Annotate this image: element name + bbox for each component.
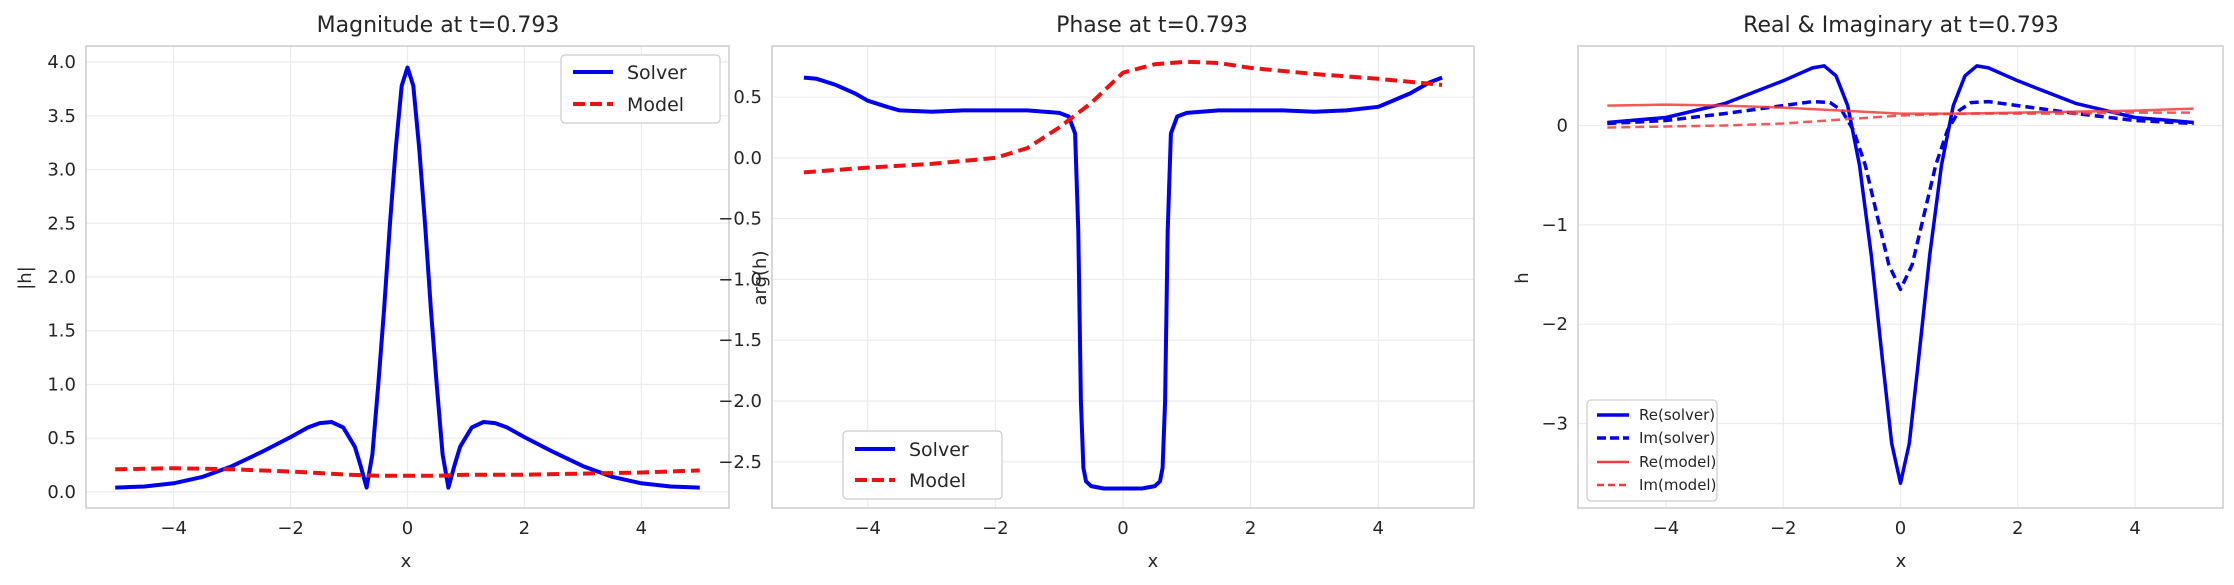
y-tick-label: −1 [1541,215,1568,236]
series-lines [1607,64,2194,485]
y-tick-label: 3.5 [47,106,76,127]
chart-title: Phase at t=0.793 [1056,13,1248,38]
chart-title: Magnitude at t=0.793 [317,13,560,38]
grid [86,46,729,508]
x-tick-label: 4 [636,518,647,539]
panel-real-imag: Real & Imaginary at t=0.793 x h −4 −2 0 2 4−… [1512,13,2224,572]
x-tick-label: −4 [854,518,881,539]
x-tick-label: −2 [277,518,304,539]
y-tick-label: −1.0 [718,269,762,290]
y-tick-label: 2.0 [47,267,76,288]
y-tick-label: 4.0 [47,52,76,73]
legend: Solver Model [842,430,1003,500]
y-tick-label: −2 [1541,314,1568,335]
plot-frame [771,45,1475,509]
x-tick-label: 4 [1373,518,1384,539]
legend-label-re-model: Re(model) [1639,453,1716,471]
x-tick-label: −2 [982,518,1009,539]
x-tick-label: 0 [1117,518,1128,539]
legend: Solver Model [560,54,721,124]
chart-title: Real & Imaginary at t=0.793 [1743,13,2059,38]
x-tick-label: 0 [402,518,413,539]
legend-label-solver: Solver [627,62,687,84]
series-line-re-model [1607,103,2194,115]
x-tick-label: 2 [1245,518,1256,539]
series-lines [803,59,1443,491]
y-tick-label: 3.0 [47,160,76,181]
plot-frame [1577,45,2224,509]
y-tick-label: −0.5 [718,209,762,230]
legend-label-model: Model [627,94,684,116]
y-axis-label: |h| [15,266,36,290]
tick-labels: −4 −2 0 2 4 −2.5 −2.0 −1.5 −1.0 −0.5 0.0 0.5 [718,87,1384,539]
x-tick-label: −2 [1770,518,1797,539]
x-tick-label: 4 [2129,518,2140,539]
x-tick-label: −4 [160,518,187,539]
legend-label-re-solver: Re(solver) [1639,406,1715,424]
tick-labels: −4 −2 0 2 4 −3 −2 −1 0 [1541,115,2140,539]
y-tick-label: −1.5 [718,330,762,351]
y-axis-label: arg(h) [750,251,771,306]
y-tick-label: −2.0 [718,391,762,412]
x-axis-label: x [401,551,412,572]
y-tick-label: 0.0 [733,148,762,169]
series-line-model [115,466,700,478]
legend-label-im-model: Im(model) [1639,476,1716,494]
y-tick-label: −3 [1541,414,1568,435]
x-axis-label: x [1148,551,1159,572]
y-tick-label: 1.0 [47,374,76,395]
panel-phase: Phase at t=0.793 x arg(h) −4 −2 0 2 4 −2.5 −2.… [718,13,1475,572]
series-line-re-solver [1607,64,2194,485]
y-tick-label: 0.5 [47,428,76,449]
x-tick-label: −4 [1653,518,1680,539]
tick-labels: −4 −2 0 2 4 0.0 0.5 1.0 1.5 2.0 2.5 3.0 3.5 4.0 [47,52,647,539]
plot-frame [85,45,730,509]
legend-label-model: Model [909,470,966,492]
y-axis-label: h [1512,272,1533,283]
x-tick-label: 0 [1895,518,1906,539]
x-tick-label: 2 [519,518,530,539]
series-lines [115,65,700,490]
series-line-solver [115,65,700,490]
x-tick-label: 2 [2012,518,2023,539]
legend-box [1586,399,1718,502]
y-tick-label: 0.5 [733,87,762,108]
y-tick-label: 1.5 [47,321,76,342]
y-tick-label: −2.5 [718,452,762,473]
series-line-model [803,59,1443,175]
legend-label-im-solver: Im(solver) [1639,429,1715,447]
legend-label-solver: Solver [909,439,969,461]
x-axis-label: x [1896,551,1907,572]
panel-magnitude: Magnitude at t=0.793 x |h| −4 −2 0 2 4 0.0 0.5… [15,13,730,572]
legend: Re(solver) Im(solver) Re(model) Im(model… [1586,399,1718,502]
y-tick-label: 0.0 [47,482,76,503]
y-tick-label: 0 [1557,115,1568,136]
y-tick-label: 2.5 [47,213,76,234]
series-line-im-solver [1607,99,2194,292]
series-line-solver [803,75,1443,491]
